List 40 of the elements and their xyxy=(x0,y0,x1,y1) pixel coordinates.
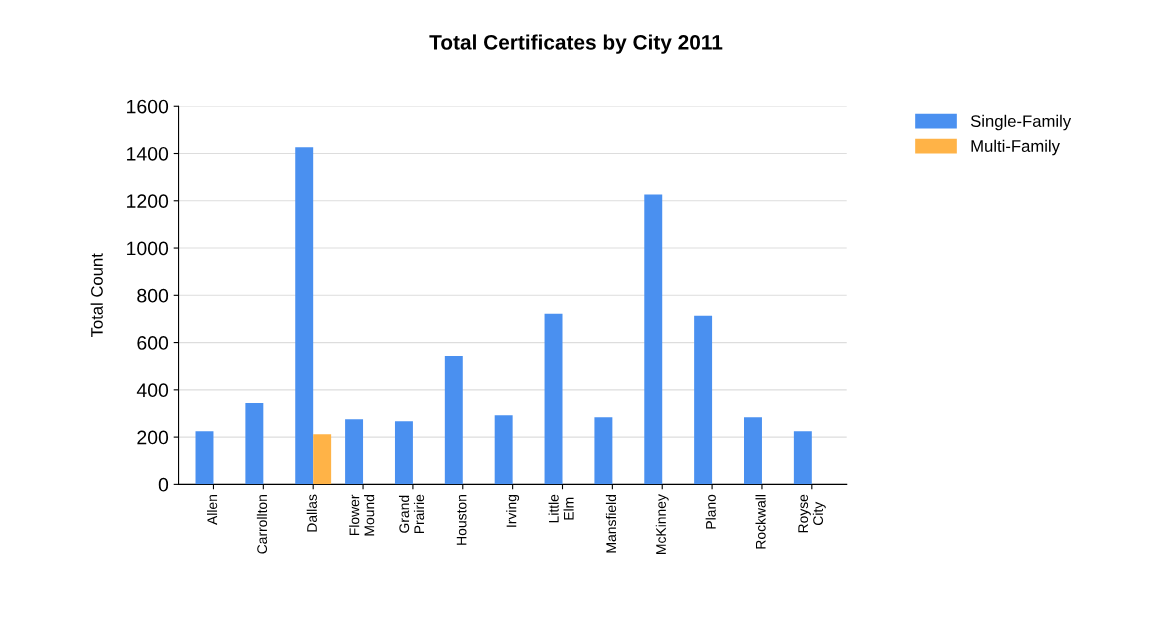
bar xyxy=(313,434,332,485)
bar xyxy=(644,194,663,485)
bar xyxy=(594,417,613,485)
bar xyxy=(793,431,812,485)
bar xyxy=(744,417,762,485)
bar xyxy=(345,419,364,485)
bar xyxy=(444,356,463,485)
y-tick-label: 1200 xyxy=(127,194,169,209)
x-tick-label: Rockwall xyxy=(755,495,766,549)
x-tick-label: Grand Prairie xyxy=(398,494,425,534)
bar xyxy=(544,313,563,485)
y-tick-label: 0 xyxy=(158,477,169,492)
y-tick-label: 1400 xyxy=(127,146,169,161)
bar xyxy=(195,431,214,485)
bar xyxy=(494,415,513,485)
bar xyxy=(245,403,264,485)
x-tick-label: Allen xyxy=(206,495,218,525)
y-tick-label: 800 xyxy=(137,288,169,303)
chart-title: Total Certificates by City 2011 xyxy=(429,34,723,54)
y-axis-title: Total Count xyxy=(90,253,103,338)
x-tick-label: Irving xyxy=(506,494,520,527)
x-tick-label: Houston xyxy=(456,495,467,545)
y-tick-label: 400 xyxy=(136,383,169,398)
bar xyxy=(295,147,314,485)
y-tick-label: 600 xyxy=(137,336,169,350)
legend-label: Multi-Family xyxy=(971,139,1060,156)
x-tick-label: Mansfield xyxy=(605,494,617,553)
x-tick-label: McKinney xyxy=(655,494,669,554)
x-tick-label: Carrollton xyxy=(256,494,268,554)
bar xyxy=(394,421,413,485)
y-tick-label: 200 xyxy=(137,430,169,445)
x-tick-label: Dallas xyxy=(306,494,317,532)
y-tick-label: 1600 xyxy=(127,99,169,114)
y-tick-label: 1000 xyxy=(127,241,169,256)
x-tick-label: Plano xyxy=(705,494,716,529)
x-tick-label: Flower Mound xyxy=(349,494,375,536)
bar xyxy=(694,315,713,485)
x-tick-label: Royse City xyxy=(798,494,826,533)
legend-label: Single-Family xyxy=(970,114,1072,131)
x-tick-label: Little Elm xyxy=(548,494,574,523)
